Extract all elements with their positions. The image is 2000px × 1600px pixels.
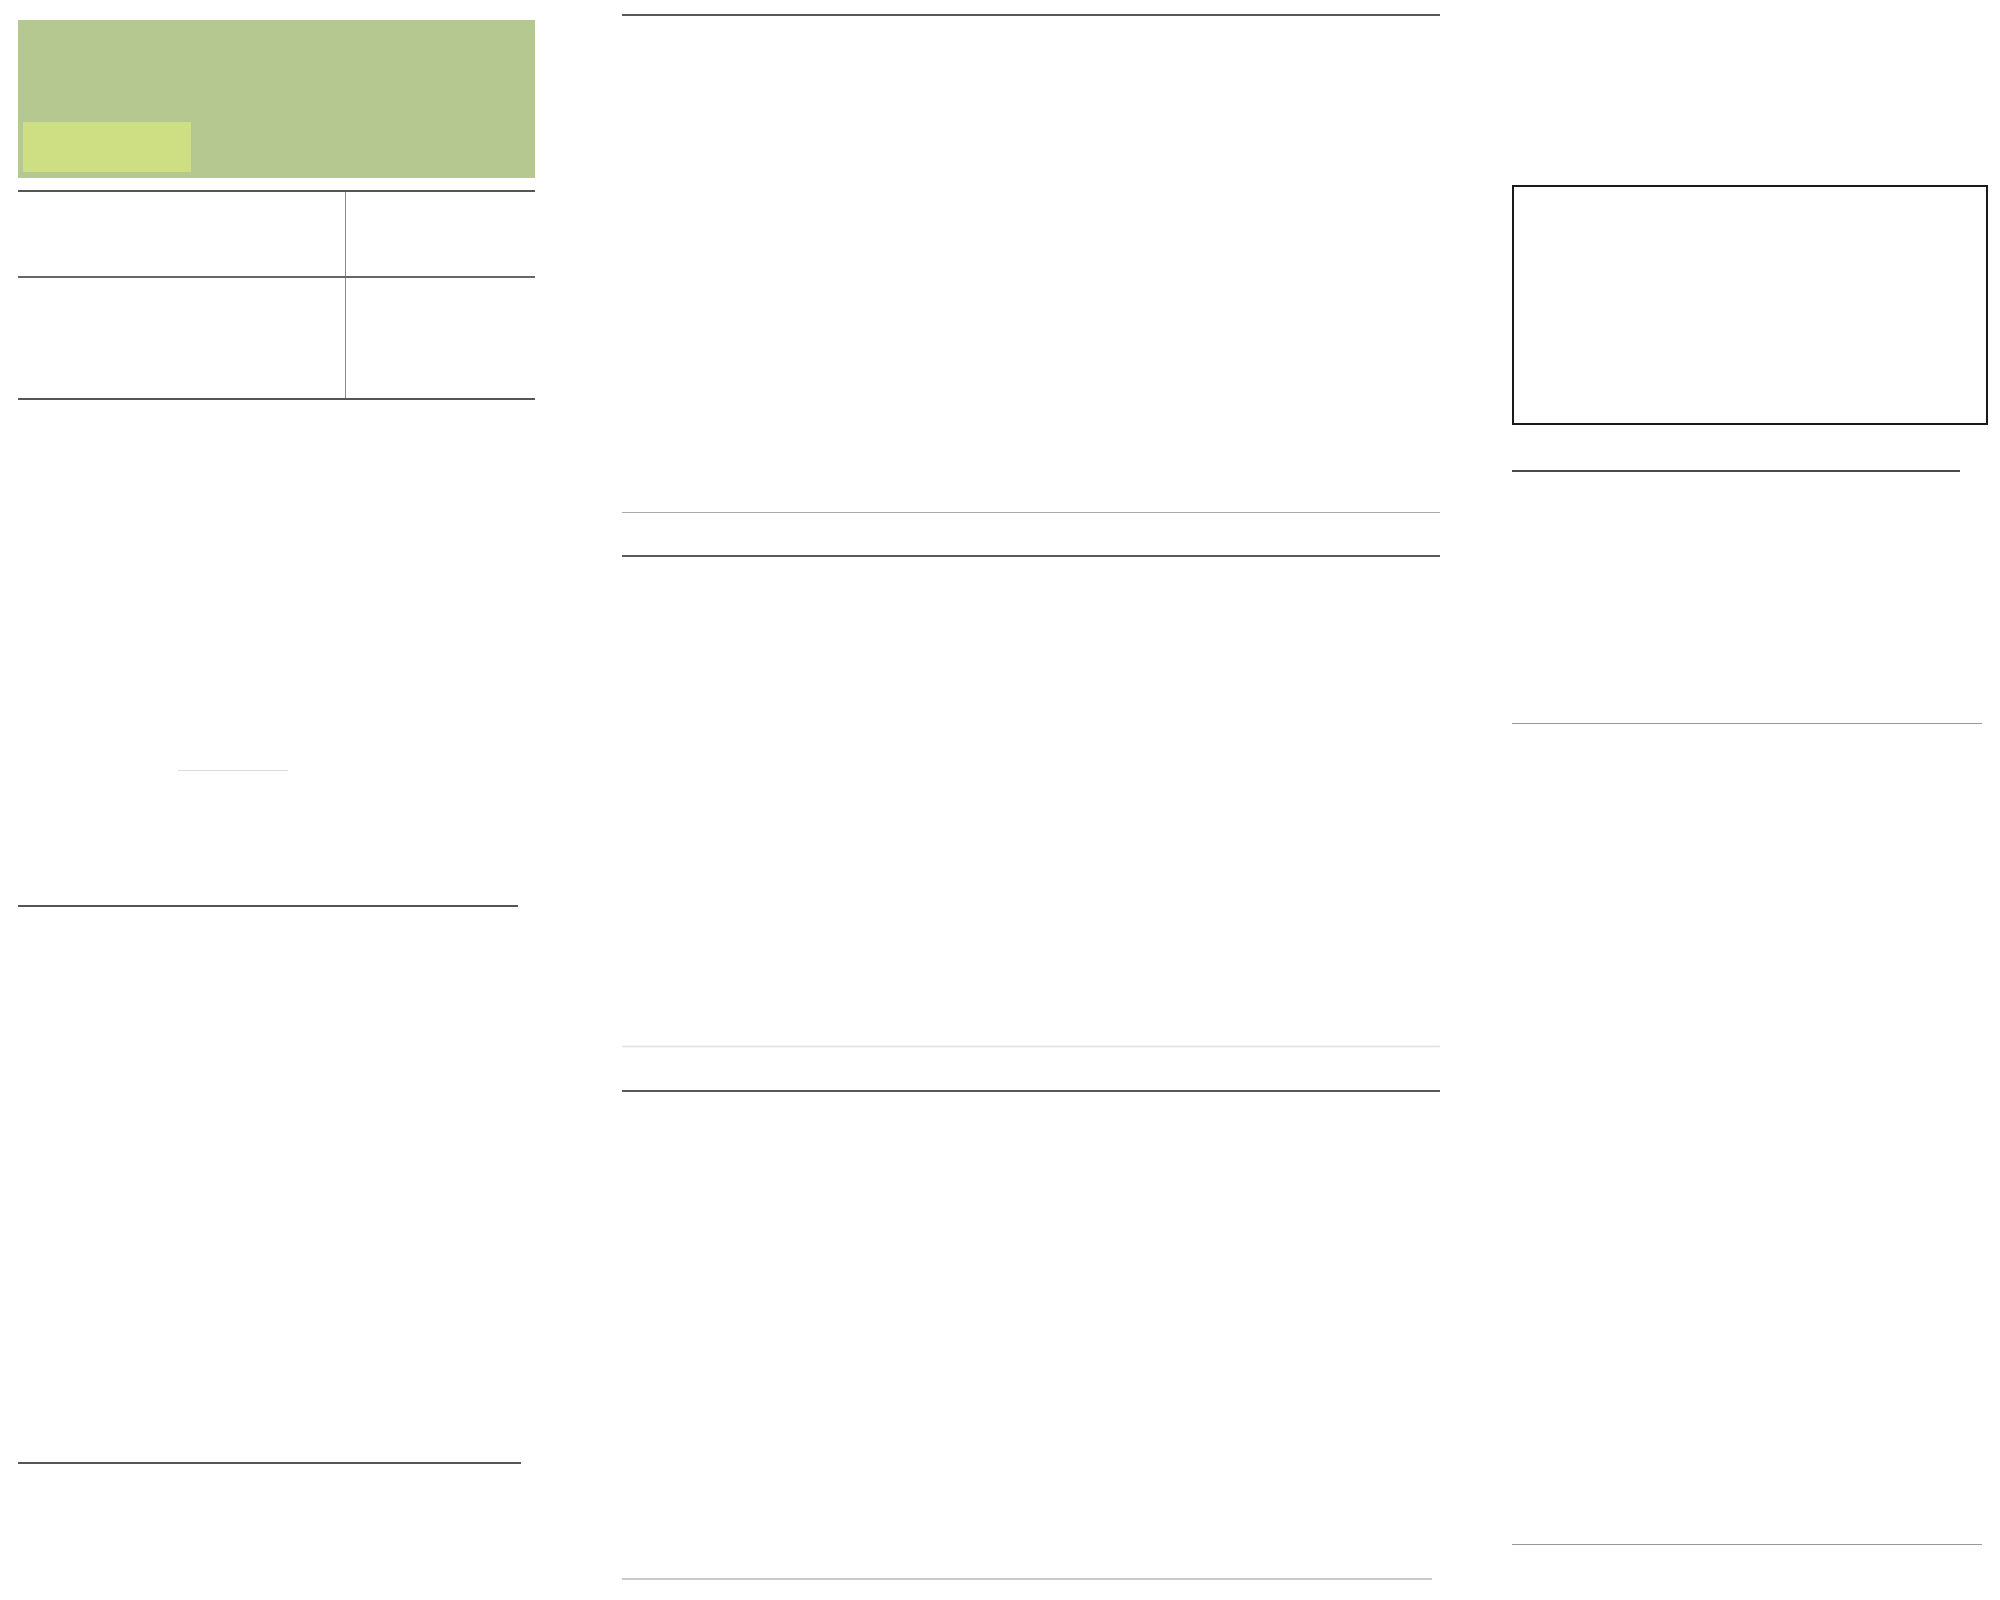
page4-footer xyxy=(1512,1544,1982,1562)
risk-matrix-table xyxy=(1512,185,1988,425)
swms-details-form xyxy=(18,190,535,400)
swms-header-banner xyxy=(18,20,535,178)
form-column-divider xyxy=(345,192,346,398)
next-page-edge-line xyxy=(622,1578,1432,1580)
footer-rule xyxy=(1512,1544,1982,1545)
page3-footer xyxy=(1512,723,1982,741)
page-crease-line xyxy=(178,770,288,771)
page11-footer xyxy=(622,512,1440,517)
swms-page1 xyxy=(18,20,535,1480)
hazard-table-continued xyxy=(622,1090,1440,1092)
footer-rule xyxy=(1512,723,1982,724)
hazard-table-page11 xyxy=(622,14,1440,16)
ppe-section-rule xyxy=(18,905,518,907)
form-rule xyxy=(18,276,535,278)
hazard-table-page9 xyxy=(622,555,1440,557)
risk-legend-table xyxy=(1512,470,1960,472)
page-bottom-rule xyxy=(18,1462,521,1464)
page9-footer xyxy=(622,1046,1440,1051)
banner-accent-box xyxy=(23,122,191,172)
